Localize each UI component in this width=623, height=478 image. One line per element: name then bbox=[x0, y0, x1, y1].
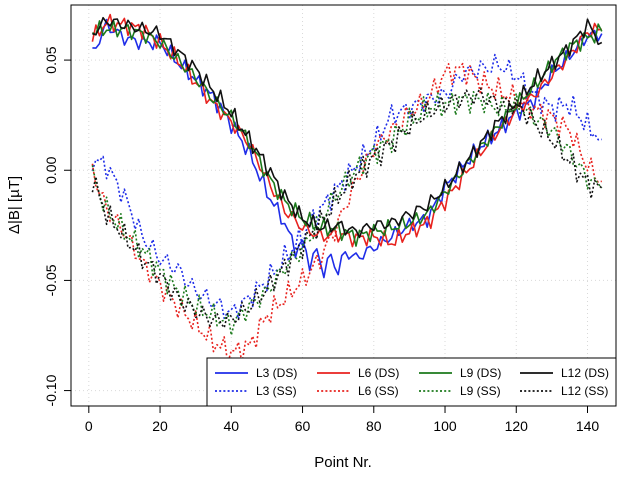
series-line-l12-ss bbox=[91, 87, 603, 329]
x-tick-label: 20 bbox=[152, 418, 168, 434]
series-layer bbox=[91, 13, 603, 365]
x-tick-label: 40 bbox=[224, 418, 240, 434]
legend-label: L9 (SS) bbox=[460, 384, 501, 398]
y-tick-label: 0.00 bbox=[43, 156, 59, 183]
legend-label: L3 (DS) bbox=[256, 366, 297, 380]
series-line-l9-ss bbox=[91, 91, 603, 336]
x-tick-label: 100 bbox=[433, 418, 457, 434]
grid-lines bbox=[71, 5, 616, 406]
x-tick-label: 120 bbox=[505, 418, 529, 434]
legend-label: L3 (SS) bbox=[256, 384, 297, 398]
x-tick-label: 60 bbox=[295, 418, 311, 434]
plot-frame bbox=[70, 4, 617, 407]
x-tick-label: 80 bbox=[366, 418, 382, 434]
legend: L3 (DS) L3 (SS) L6 (DS) L6 (SS) L9 (DS) L9 (S… bbox=[206, 357, 617, 407]
series-line-l12-ds bbox=[92, 16, 603, 239]
y-tick-label: 0.05 bbox=[43, 46, 59, 73]
x-axis-title: Point Nr. bbox=[314, 454, 372, 471]
legend-label: L6 (SS) bbox=[358, 384, 399, 398]
x-tick-label: 140 bbox=[576, 418, 600, 434]
legend-label: L6 (DS) bbox=[358, 366, 399, 380]
legend-box bbox=[206, 357, 617, 407]
series-line-l3-ds bbox=[92, 18, 603, 279]
x-axis: 0 20 40 60 80 100 120 140 bbox=[85, 405, 600, 434]
y-tick-label: -0.05 bbox=[43, 264, 59, 296]
series-line-l3-ss bbox=[91, 53, 602, 320]
legend-label: L9 (DS) bbox=[460, 366, 501, 380]
y-axis-title: Δ|B| [µT] bbox=[6, 176, 23, 234]
y-tick-label: -0.10 bbox=[43, 374, 59, 406]
y-axis: -0.10 -0.05 0.00 0.05 bbox=[43, 46, 72, 407]
legend-label: L12 (DS) bbox=[561, 366, 609, 380]
x-tick-label: 0 bbox=[85, 418, 93, 434]
series-line-l6-ss bbox=[91, 62, 602, 365]
legend-label: L12 (SS) bbox=[561, 384, 608, 398]
